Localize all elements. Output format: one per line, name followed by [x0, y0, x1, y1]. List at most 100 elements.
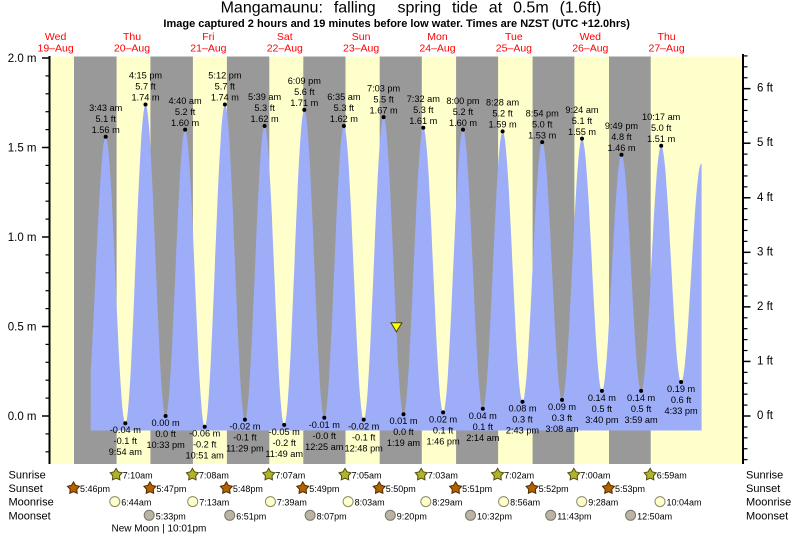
- svg-text:5:49pm: 5:49pm: [309, 484, 339, 494]
- svg-text:1.71 m: 1.71 m: [290, 98, 318, 108]
- svg-text:5.7 ft: 5.7 ft: [215, 82, 236, 92]
- svg-text:0.5 m: 0.5 m: [8, 322, 37, 334]
- svg-text:0.3 ft: 0.3 ft: [512, 415, 533, 425]
- svg-text:0.1 ft: 0.1 ft: [433, 425, 454, 435]
- svg-text:25–Aug: 25–Aug: [496, 43, 532, 55]
- svg-text:8:28 am: 8:28 am: [486, 98, 520, 108]
- svg-text:8:56am: 8:56am: [510, 498, 540, 508]
- svg-text:6 ft: 6 ft: [757, 83, 774, 95]
- svg-text:7:03am: 7:03am: [428, 471, 458, 481]
- svg-text:10:51 am: 10:51 am: [186, 451, 225, 461]
- svg-text:0.01 m: 0.01 m: [389, 416, 417, 426]
- svg-text:-0.2 ft: -0.2 ft: [193, 440, 217, 450]
- svg-text:26–Aug: 26–Aug: [572, 43, 608, 55]
- svg-text:5.0 ft: 5.0 ft: [532, 119, 553, 129]
- svg-text:7:07am: 7:07am: [275, 471, 305, 481]
- svg-text:5:50pm: 5:50pm: [386, 484, 416, 494]
- svg-text:1.59 m: 1.59 m: [489, 120, 517, 130]
- svg-text:-0.05 m: -0.05 m: [269, 427, 300, 437]
- svg-text:8:07pm: 8:07pm: [317, 511, 347, 521]
- svg-text:7:03 pm: 7:03 pm: [367, 83, 401, 93]
- svg-text:Moonset: Moonset: [746, 510, 788, 522]
- svg-text:Sunset: Sunset: [746, 483, 780, 495]
- svg-text:Image captured 2 hours and 19: Image captured 2 hours and 19 minutes be…: [163, 18, 630, 30]
- svg-text:1.61 m: 1.61 m: [409, 116, 437, 126]
- svg-text:10:04am: 10:04am: [667, 498, 702, 508]
- svg-text:-0.02 m: -0.02 m: [348, 422, 379, 432]
- svg-text:10:17 am: 10:17 am: [642, 112, 681, 122]
- svg-text:0.0 ft: 0.0 ft: [393, 427, 414, 437]
- svg-text:10:33 pm: 10:33 pm: [146, 440, 185, 450]
- svg-text:7:02am: 7:02am: [504, 471, 534, 481]
- svg-text:7:13am: 7:13am: [199, 498, 229, 508]
- svg-text:1.5 m: 1.5 m: [8, 143, 37, 155]
- svg-text:1.62 m: 1.62 m: [330, 114, 358, 124]
- svg-text:7:10am: 7:10am: [123, 471, 153, 481]
- svg-text:3:08 am: 3:08 am: [545, 424, 579, 434]
- svg-text:24–Aug: 24–Aug: [419, 43, 455, 55]
- svg-text:Sunset: Sunset: [9, 483, 43, 495]
- svg-text:1.74 m: 1.74 m: [211, 93, 239, 103]
- svg-text:1.0 m: 1.0 m: [8, 232, 37, 244]
- svg-text:Thu: Thu: [123, 31, 141, 43]
- svg-text:11:43pm: 11:43pm: [557, 511, 591, 521]
- svg-text:-0.2 ft: -0.2 ft: [272, 438, 296, 448]
- svg-text:27–Aug: 27–Aug: [648, 43, 684, 55]
- svg-text:1:46 pm: 1:46 pm: [426, 436, 460, 446]
- svg-text:8:00 pm: 8:00 pm: [446, 96, 480, 106]
- svg-text:2.0 m: 2.0 m: [8, 53, 37, 65]
- svg-text:-0.02 m: -0.02 m: [229, 422, 260, 432]
- svg-text:3:40 pm: 3:40 pm: [585, 415, 619, 425]
- svg-text:5.3 ft: 5.3 ft: [334, 103, 355, 113]
- svg-text:21–Aug: 21–Aug: [190, 43, 226, 55]
- svg-text:Moonset: Moonset: [9, 510, 51, 522]
- svg-text:0.08 m: 0.08 m: [508, 404, 536, 414]
- svg-text:9:28am: 9:28am: [588, 498, 618, 508]
- svg-text:0.6 ft: 0.6 ft: [671, 395, 692, 405]
- svg-text:Mangamaunu: falling spring ti: Mangamaunu: falling spring tide at 0.5m …: [221, 0, 602, 17]
- svg-text:5:39 am: 5:39 am: [248, 92, 282, 102]
- svg-text:0.02 m: 0.02 m: [429, 414, 457, 424]
- svg-text:3:59 am: 3:59 am: [624, 415, 658, 425]
- svg-text:5.2 ft: 5.2 ft: [453, 107, 474, 117]
- svg-text:5:51pm: 5:51pm: [462, 484, 492, 494]
- svg-text:5:48pm: 5:48pm: [233, 484, 263, 494]
- svg-text:1.51 m: 1.51 m: [647, 134, 675, 144]
- svg-text:Sunrise: Sunrise: [9, 470, 46, 482]
- svg-text:22–Aug: 22–Aug: [267, 43, 303, 55]
- svg-text:5.0 ft: 5.0 ft: [651, 123, 672, 133]
- svg-text:3 ft: 3 ft: [757, 246, 774, 258]
- svg-text:5:33pm: 5:33pm: [156, 511, 186, 521]
- svg-text:Sunrise: Sunrise: [746, 470, 783, 482]
- svg-text:12:48 pm: 12:48 pm: [345, 444, 384, 454]
- svg-text:5.1 ft: 5.1 ft: [95, 114, 116, 124]
- svg-text:20–Aug: 20–Aug: [114, 43, 150, 55]
- svg-text:0.5 ft: 0.5 ft: [592, 404, 613, 414]
- svg-text:0.04 m: 0.04 m: [469, 411, 497, 421]
- svg-text:4 ft: 4 ft: [757, 192, 774, 204]
- svg-text:1.60 m: 1.60 m: [449, 118, 477, 128]
- svg-text:5:52pm: 5:52pm: [539, 484, 569, 494]
- svg-text:5.7 ft: 5.7 ft: [135, 82, 156, 92]
- svg-text:7:05am: 7:05am: [352, 471, 382, 481]
- svg-text:19–Aug: 19–Aug: [37, 43, 73, 55]
- svg-text:1:19 am: 1:19 am: [387, 438, 421, 448]
- svg-text:5:53pm: 5:53pm: [615, 484, 645, 494]
- svg-text:5:12 pm: 5:12 pm: [208, 71, 242, 81]
- svg-text:5:46pm: 5:46pm: [80, 484, 110, 494]
- svg-text:10:32pm: 10:32pm: [477, 511, 512, 521]
- svg-text:2:43 pm: 2:43 pm: [506, 426, 540, 436]
- svg-text:0.14 m: 0.14 m: [588, 393, 616, 403]
- svg-text:12:50am: 12:50am: [637, 511, 672, 521]
- svg-text:7:00am: 7:00am: [580, 471, 610, 481]
- svg-text:11:29 pm: 11:29 pm: [226, 444, 264, 454]
- svg-text:5.3 ft: 5.3 ft: [413, 105, 434, 115]
- svg-text:Wed: Wed: [580, 31, 602, 43]
- svg-text:-0.01 m: -0.01 m: [309, 420, 340, 430]
- svg-text:6:44am: 6:44am: [121, 498, 151, 508]
- svg-text:4.8 ft: 4.8 ft: [611, 132, 632, 142]
- svg-text:6:35 am: 6:35 am: [327, 92, 361, 102]
- svg-text:0.00 m: 0.00 m: [152, 418, 180, 428]
- svg-text:0.14 m: 0.14 m: [627, 393, 655, 403]
- svg-text:4:15 pm: 4:15 pm: [129, 71, 163, 81]
